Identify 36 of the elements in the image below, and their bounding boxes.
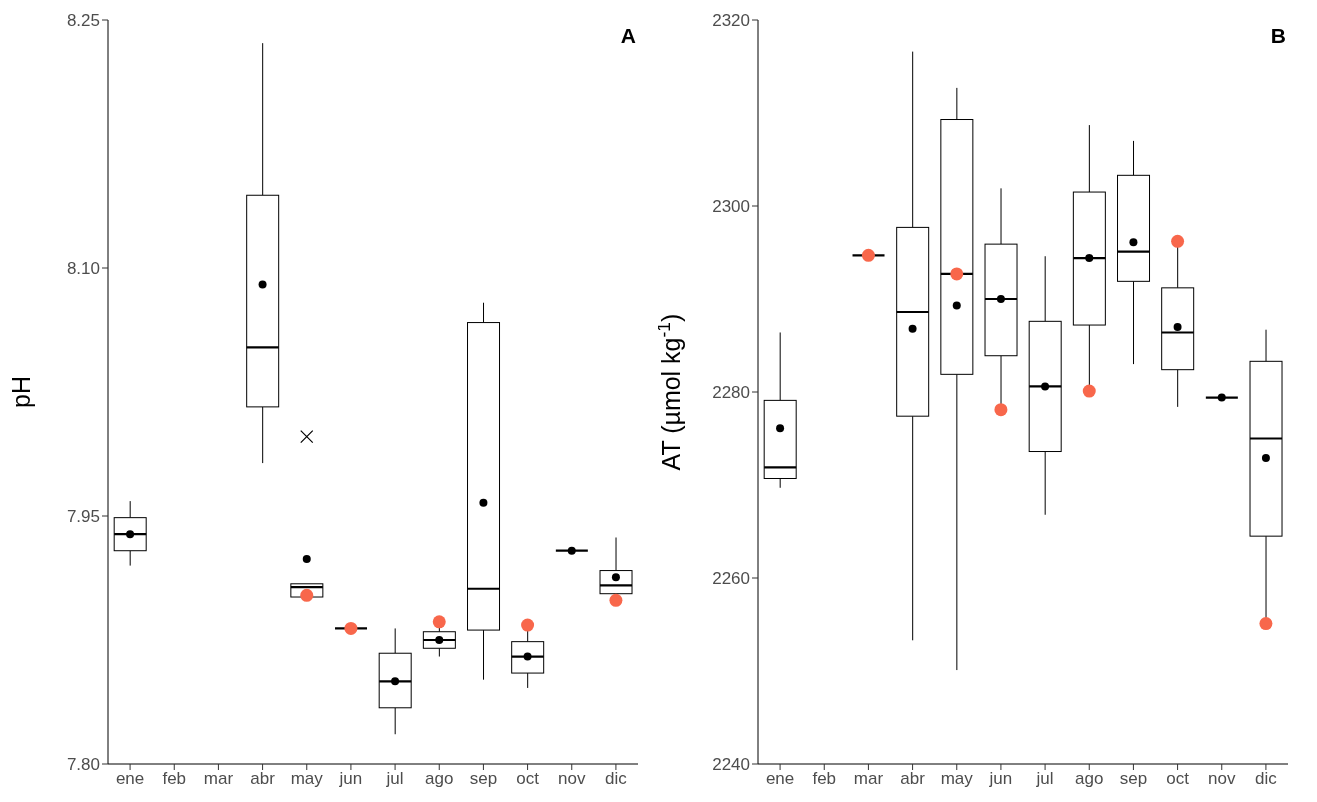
x-tick-label: ene (115, 769, 145, 789)
x-tick-label: oct (1166, 769, 1190, 789)
y-tick-label: 2300 (712, 197, 750, 217)
x-tick-label: oct (516, 769, 540, 789)
y-tick-label: 2240 (712, 755, 750, 775)
y-axis-title: pH (7, 376, 35, 408)
x-tick-label: dic (1255, 769, 1278, 789)
x-tick-label: feb (162, 769, 187, 789)
x-tick-label: sep (1119, 769, 1148, 789)
x-tick-label: nov (1208, 769, 1236, 789)
x-tick-label: ene (765, 769, 795, 789)
x-tick-label: may (940, 769, 974, 789)
x-tick-label: mar (203, 769, 234, 789)
x-tick-label: dic (605, 769, 628, 789)
x-tick-label: nov (558, 769, 586, 789)
x-tick-label: abr (900, 769, 926, 789)
y-tick-label: 2320 (712, 11, 750, 31)
x-tick-label: sep (469, 769, 498, 789)
y-tick-label: 8.10 (66, 259, 100, 279)
x-tick-label: ago (425, 769, 454, 789)
x-tick-label: mar (853, 769, 884, 789)
y-tick-label: 2260 (712, 569, 750, 589)
x-tick-label: jul (1035, 769, 1054, 789)
chart-title: B (1270, 24, 1286, 48)
chart-title: A (620, 24, 636, 48)
y-tick-label: 8.25 (66, 11, 100, 31)
x-tick-label: abr (250, 769, 276, 789)
x-tick-label: ago (1075, 769, 1104, 789)
x-tick-label: may (290, 769, 324, 789)
y-tick-label: 7.80 (66, 755, 100, 775)
x-tick-label: jul (385, 769, 404, 789)
x-tick-label: jun (338, 769, 363, 789)
x-tick-label: jun (988, 769, 1013, 789)
y-tick-label: 7.95 (66, 507, 100, 527)
y-tick-label: 2280 (712, 383, 750, 403)
x-tick-label: feb (812, 769, 837, 789)
